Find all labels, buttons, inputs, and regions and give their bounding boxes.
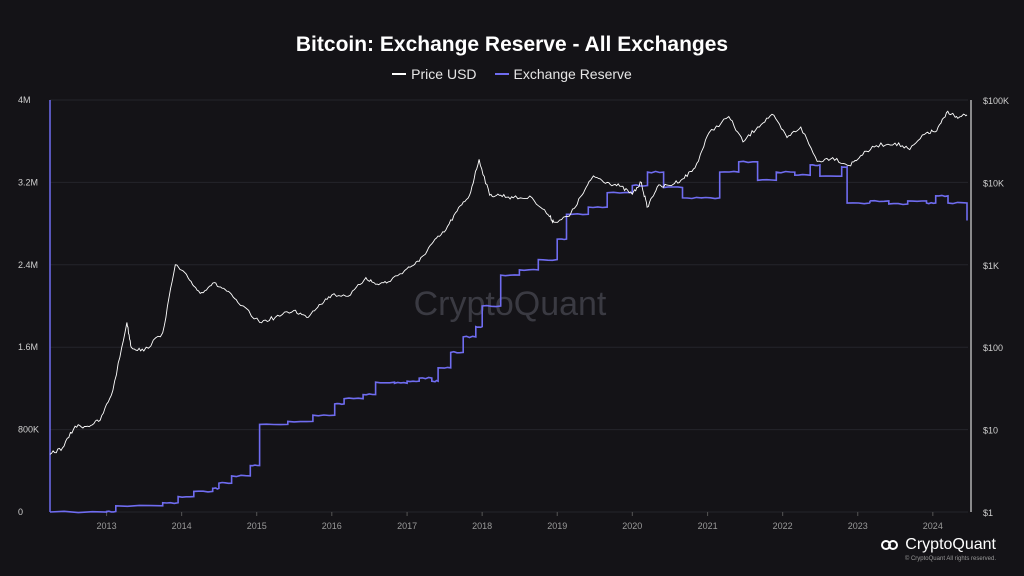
x-tick-label: 2017 [397, 521, 417, 531]
legend-item-price[interactable]: Price USD [392, 66, 477, 82]
legend-label-reserve: Exchange Reserve [513, 66, 632, 82]
x-tick-label: 2013 [97, 521, 117, 531]
legend-label-price: Price USD [411, 66, 477, 82]
y-right-tick-label: $100 [983, 343, 1003, 353]
y-left-tick-label: 4M [18, 95, 31, 105]
x-tick-label: 2023 [848, 521, 868, 531]
y-left-tick-label: 800K [18, 425, 39, 435]
x-tick-label: 2022 [773, 521, 793, 531]
chart-legend: Price USD Exchange Reserve [0, 66, 1024, 82]
y-left-tick-label: 2.4M [18, 260, 38, 270]
y-right-tick-label: $1 [983, 508, 993, 518]
series-line-price-usd [49, 110, 968, 455]
copyright-text: © CryptoQuant All rights reserved. [904, 556, 996, 562]
x-tick-label: 2020 [622, 521, 642, 531]
x-tick-label: 2014 [172, 521, 192, 531]
x-tick-label: 2021 [698, 521, 718, 531]
x-axis: 2013 2014 2015 2016 2017 2018 2019 2020 2021 2022… [97, 512, 943, 531]
y-axis-left: 0 800K 1.6M 2.4M 3.2M 4M [18, 95, 51, 517]
y-axis-right: $1 $10 $100 $1K $10K $100K [970, 96, 1009, 518]
x-tick-label: 2016 [322, 521, 342, 531]
grid-lines [50, 99, 968, 513]
y-right-tick-label: $100K [983, 96, 1009, 106]
y-left-tick-label: 0 [18, 507, 23, 517]
brand-logo: CryptoQuant [881, 536, 996, 554]
x-tick-label: 2018 [472, 521, 492, 531]
y-left-tick-label: 3.2M [18, 177, 38, 187]
series-group [49, 110, 968, 514]
y-right-tick-label: $10K [983, 178, 1004, 188]
legend-item-reserve[interactable]: Exchange Reserve [494, 66, 632, 82]
watermark-text: CryptoQuant [414, 285, 607, 323]
legend-swatch-price [392, 73, 407, 75]
legend-swatch-reserve [494, 73, 509, 75]
y-left-tick-label: 1.6M [18, 342, 38, 352]
x-tick-label: 2019 [547, 521, 567, 531]
x-tick-label: 2015 [247, 521, 267, 531]
chart-title: Bitcoin: Exchange Reserve - All Exchange… [295, 33, 729, 56]
y-right-tick-label: $1K [983, 261, 999, 271]
series-line-exchange-reserve [49, 160, 968, 514]
cryptoquant-icon [881, 539, 899, 551]
brand-name: CryptoQuant [905, 536, 996, 553]
y-right-tick-label: $10 [983, 426, 998, 436]
x-tick-label: 2024 [923, 521, 943, 531]
